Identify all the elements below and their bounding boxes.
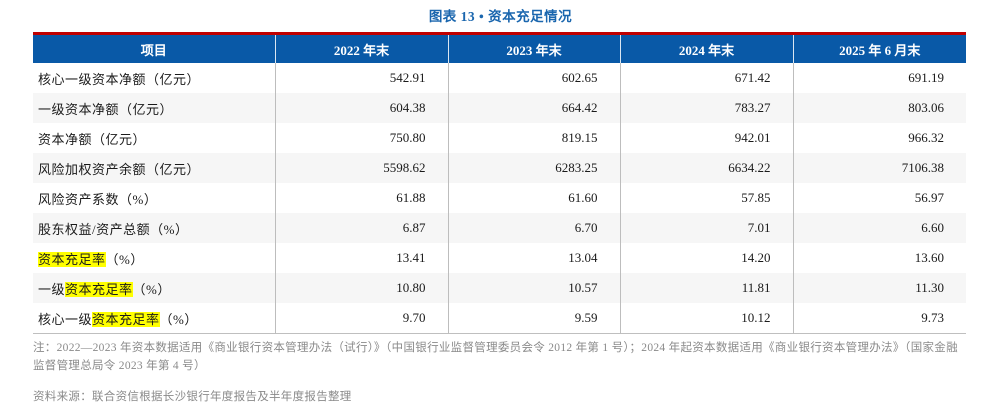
row-value: 6634.22 xyxy=(619,153,793,183)
highlighted-text: 资本充足率 xyxy=(38,251,106,267)
row-value: 11.81 xyxy=(619,273,793,303)
row-value: 7.01 xyxy=(619,213,793,243)
row-value: 61.88 xyxy=(274,183,448,213)
row-value: 750.80 xyxy=(274,123,448,153)
row-value: 11.30 xyxy=(792,273,966,303)
row-value: 5598.62 xyxy=(274,153,448,183)
row-value: 7106.38 xyxy=(792,153,966,183)
row-label: 风险加权资产余额（亿元） xyxy=(38,161,201,177)
source-line: 资料来源：联合资信根据长沙银行年度报告及半年度报告整理 xyxy=(33,390,352,403)
row-label: 一级资本充足率（%） xyxy=(38,281,171,297)
table-row: 风险资产系数（%） 61.88 61.60 57.85 56.97 xyxy=(33,183,966,213)
table-row: 资本充足率（%） 13.41 13.04 14.20 13.60 xyxy=(33,243,966,273)
row-value: 9.59 xyxy=(447,303,620,334)
capital-adequacy-table: 项目 2022 年末 2023 年末 2024 年末 2025 年 6 月末 核… xyxy=(33,32,966,334)
row-value: 942.01 xyxy=(619,123,793,153)
row-value: 10.12 xyxy=(619,303,793,334)
row-value: 542.91 xyxy=(274,63,448,93)
row-value: 14.20 xyxy=(619,243,793,273)
table-row: 资本净额（亿元） 750.80 819.15 942.01 966.32 xyxy=(33,123,966,153)
row-label: 核心一级资本充足率（%） xyxy=(38,311,198,327)
row-value: 803.06 xyxy=(792,93,966,123)
row-value: 10.80 xyxy=(274,273,448,303)
row-value: 6.70 xyxy=(447,213,620,243)
row-value: 56.97 xyxy=(792,183,966,213)
highlighted-text: 资本充足率 xyxy=(65,281,133,297)
row-value: 664.42 xyxy=(447,93,620,123)
row-value: 57.85 xyxy=(619,183,793,213)
table-body: 核心一级资本净额（亿元） 542.91 602.65 671.42 691.19 一级资本… xyxy=(33,63,966,334)
row-value: 671.42 xyxy=(619,63,793,93)
row-value: 602.65 xyxy=(447,63,620,93)
row-value: 819.15 xyxy=(447,123,620,153)
header-2024: 2024 年末 xyxy=(619,33,793,63)
row-label: 股东权益/资产总额（%） xyxy=(38,221,189,237)
row-value: 10.57 xyxy=(447,273,620,303)
row-label: 资本充足率（%） xyxy=(38,251,144,267)
row-value: 13.60 xyxy=(792,243,966,273)
row-value: 6283.25 xyxy=(447,153,620,183)
table-row: 一级资本净额（亿元） 604.38 664.42 783.27 803.06 xyxy=(33,93,966,123)
table-row: 股东权益/资产总额（%） 6.87 6.70 7.01 6.60 xyxy=(33,213,966,243)
table-row: 风险加权资产余额（亿元） 5598.62 6283.25 6634.22 7106.38 xyxy=(33,153,966,183)
row-value: 13.04 xyxy=(447,243,620,273)
figure-title: 图表 13 • 资本充足情况 xyxy=(428,9,573,24)
table-row: 核心一级资本净额（亿元） 542.91 602.65 671.42 691.19 xyxy=(33,63,966,93)
header-2025h1: 2025 年 6 月末 xyxy=(792,33,966,63)
row-value: 6.87 xyxy=(274,213,448,243)
row-label: 资本净额（亿元） xyxy=(38,131,147,147)
row-value: 691.19 xyxy=(792,63,966,93)
row-value: 13.41 xyxy=(274,243,448,273)
header-item-column: 项目 xyxy=(33,33,275,63)
row-value: 6.60 xyxy=(792,213,966,243)
row-value: 9.70 xyxy=(274,303,448,334)
table-row: 核心一级资本充足率（%） 9.70 9.59 10.12 9.73 xyxy=(33,303,966,334)
row-value: 61.60 xyxy=(447,183,620,213)
row-value: 966.32 xyxy=(792,123,966,153)
table-note: 注：2022—2023 年资本数据适用《商业银行资本管理办法（试行）》（中国银行… xyxy=(33,342,958,373)
row-label: 核心一级资本净额（亿元） xyxy=(38,71,201,87)
row-label: 风险资产系数（%） xyxy=(38,191,158,207)
header-2022: 2022 年末 xyxy=(274,33,448,63)
table-header-row: 项目 2022 年末 2023 年末 2024 年末 2025 年 6 月末 xyxy=(33,33,966,63)
row-value: 9.73 xyxy=(792,303,966,334)
table-header: 项目 2022 年末 2023 年末 2024 年末 2025 年 6 月末 xyxy=(33,33,966,63)
row-value: 783.27 xyxy=(619,93,793,123)
highlighted-text: 资本充足率 xyxy=(92,311,160,327)
row-label: 一级资本净额（亿元） xyxy=(38,101,174,117)
header-2023: 2023 年末 xyxy=(447,33,620,63)
table-row: 一级资本充足率（%） 10.80 10.57 11.81 11.30 xyxy=(33,273,966,303)
row-value: 604.38 xyxy=(274,93,448,123)
